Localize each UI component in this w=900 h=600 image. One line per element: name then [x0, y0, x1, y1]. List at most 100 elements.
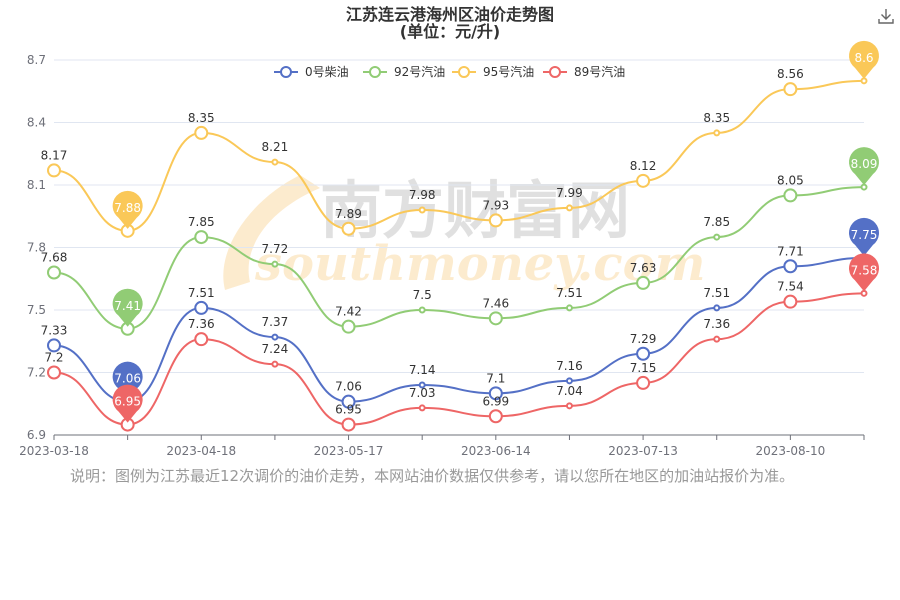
data-point: [488, 213, 503, 228]
pin-shape: [112, 190, 143, 229]
pin-marker: 7.41: [112, 288, 143, 327]
data-point: [713, 129, 721, 137]
data-label: 7.1: [486, 371, 505, 385]
legend-label: 0号柴油: [305, 65, 349, 79]
data-label: 7.03: [409, 386, 436, 400]
legend[interactable]: 0号柴油 92号汽油 95号汽油 89号汽油: [274, 64, 625, 79]
data-point: [341, 394, 356, 409]
data-point: [271, 158, 279, 166]
chart-note: 说明：图例为江苏最近12次调价的油价走势，本网站油价数据仅供参考，请以您所在地区…: [70, 467, 795, 485]
pin-shape: [849, 40, 880, 79]
x-tick-label: 2023-08-10: [755, 444, 825, 458]
data-point: [194, 332, 209, 347]
data-label: 7.51: [188, 286, 215, 300]
data-point: [860, 289, 868, 297]
data-point: [271, 360, 279, 368]
data-point: [636, 375, 651, 390]
data-label: 7.5: [413, 288, 432, 302]
data-point: [271, 260, 279, 268]
data-point: [271, 333, 279, 341]
data-label: 7.51: [703, 286, 730, 300]
data-point: [418, 381, 426, 389]
data-label: 8.35: [188, 111, 215, 125]
legend-marker: [549, 66, 561, 78]
pin-marker: 7.88: [112, 190, 143, 229]
y-tick-label: 7.8: [27, 241, 46, 255]
data-point: [783, 259, 798, 274]
legend-item[interactable]: 92号汽油: [363, 64, 445, 79]
watermark: 南方财富网 southmoney.com: [223, 174, 705, 292]
data-label: 8.05: [777, 173, 804, 187]
series-line: [53, 292, 865, 426]
pin-label: 7.75: [851, 228, 878, 242]
data-point: [47, 338, 61, 353]
y-tick-label: 7.2: [27, 366, 46, 380]
data-label: 7.24: [262, 342, 289, 356]
data-label: 7.71: [777, 244, 804, 258]
pin-shape: [112, 288, 143, 327]
x-tick-label: 2023-03-18: [19, 444, 89, 458]
data-point: [488, 386, 503, 401]
data-label: 7.14: [409, 363, 436, 377]
chart-title: 江苏连云港海州区油价走势图: [346, 5, 554, 24]
legend-label: 92号汽油: [394, 64, 445, 79]
data-label: 8.21: [262, 140, 289, 154]
data-point: [565, 402, 573, 410]
data-label: 7.15: [630, 361, 657, 375]
legend-label: 89号汽油: [574, 64, 625, 79]
data-label: 8.12: [630, 159, 657, 173]
data-point: [47, 365, 61, 380]
data-label: 6.95: [335, 403, 362, 417]
pin-label: 7.88: [114, 201, 141, 215]
data-point: [194, 125, 209, 140]
data-point: [860, 77, 868, 85]
data-label: 7.33: [41, 323, 68, 337]
legend-item[interactable]: 89号汽油: [543, 64, 625, 79]
download-icon[interactable]: [876, 6, 896, 26]
data-point: [565, 204, 573, 212]
data-point: [418, 206, 426, 214]
x-tick-label: 2023-04-18: [166, 444, 236, 458]
legend-item[interactable]: 95号汽油: [452, 64, 534, 79]
y-tick-label: 8.7: [27, 53, 46, 67]
data-labels: 7.33 7.51 7.37 7.06 7.14 7.1 7.16 7.29 7.51 7.71 7…: [41, 67, 804, 416]
pin-label: 7.06: [114, 372, 141, 386]
data-point: [47, 163, 61, 178]
legend-marker: [280, 66, 292, 78]
data-label: 7.68: [41, 251, 68, 265]
data-label: 7.85: [188, 215, 215, 229]
pin-label: 7.58: [851, 263, 878, 277]
y-axis: 6.9 7.2 7.5 7.8 8.1 8.4 8.7: [27, 53, 46, 442]
data-point: [341, 417, 356, 432]
data-point: [783, 294, 798, 309]
data-label: 8.17: [41, 148, 68, 162]
data-point: [341, 319, 356, 334]
data-label: 6.99: [482, 394, 509, 408]
data-label: 8.56: [777, 67, 804, 81]
legend-item[interactable]: 0号柴油: [274, 65, 349, 79]
data-point: [565, 304, 573, 312]
pin-marker: 7.75: [849, 217, 879, 256]
chart-subtitle: (单位：元/升): [400, 22, 500, 41]
data-point: [418, 306, 426, 314]
y-tick-label: 8.1: [27, 178, 46, 192]
pin-marker: 8.6: [849, 40, 880, 79]
y-tick-label: 8.4: [27, 116, 46, 130]
data-label: 7.54: [777, 280, 804, 294]
data-label: 7.93: [482, 198, 509, 212]
data-point: [636, 173, 651, 188]
data-label: 7.2: [44, 351, 63, 365]
data-point: [341, 221, 356, 236]
data-label: 7.36: [188, 317, 215, 331]
data-label: 7.89: [335, 207, 362, 221]
gridlines: [54, 59, 864, 436]
watermark-cn: 南方财富网: [320, 174, 630, 247]
data-label: 7.99: [556, 186, 583, 200]
data-label: 7.85: [703, 215, 730, 229]
data-label: 7.42: [335, 305, 362, 319]
y-tick-label: 7.5: [27, 303, 46, 317]
data-point: [194, 300, 209, 315]
x-tick-label: 2023-06-14: [461, 444, 531, 458]
data-label: 7.36: [703, 317, 730, 331]
